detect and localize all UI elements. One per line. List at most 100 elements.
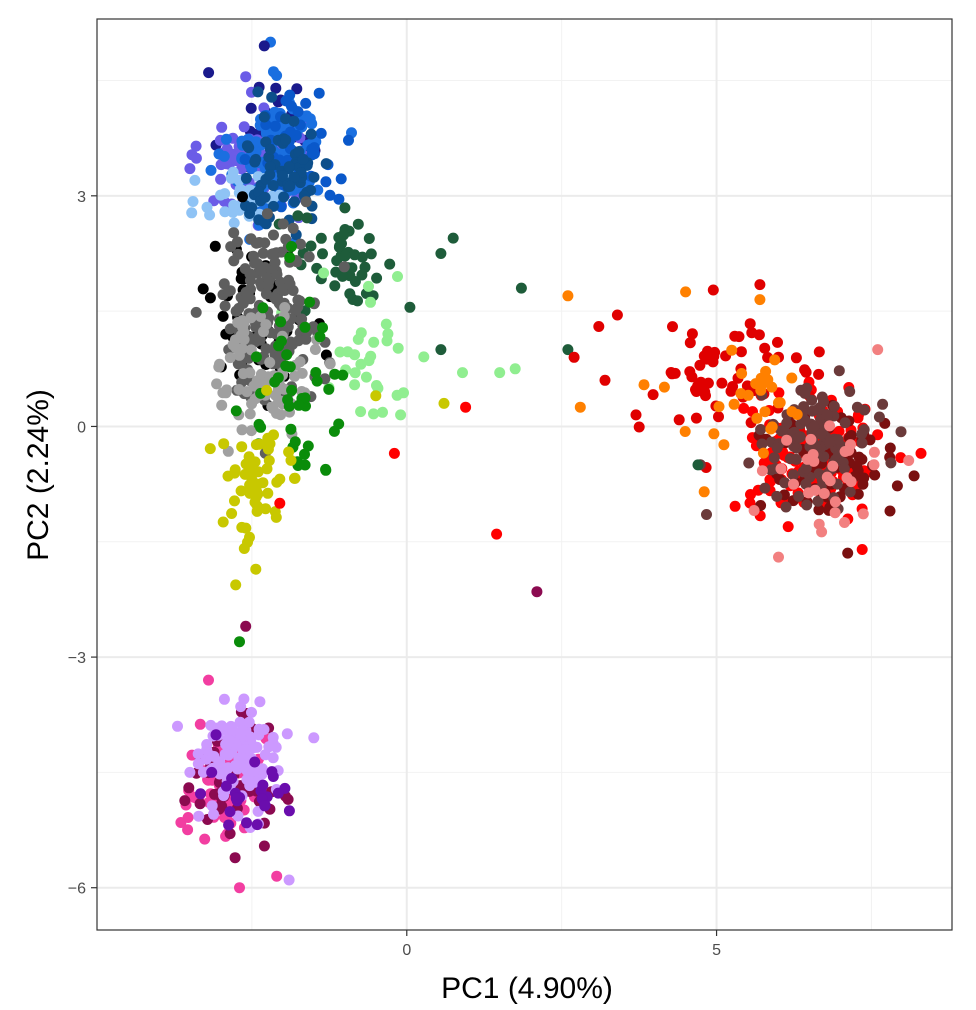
data-point — [283, 874, 295, 886]
axis-ticks: 0 5 −6 −3 0 3 — [68, 189, 721, 959]
data-point — [264, 357, 276, 368]
data-point — [395, 409, 407, 421]
data-point — [281, 349, 293, 361]
data-point — [216, 720, 228, 732]
data-point — [179, 795, 191, 807]
data-point — [757, 447, 769, 459]
data-point — [895, 426, 907, 438]
data-point — [404, 301, 416, 313]
data-point — [236, 521, 248, 533]
data-point — [182, 812, 194, 823]
data-point — [309, 344, 321, 355]
data-point — [435, 248, 447, 259]
data-point — [249, 756, 261, 768]
data-point — [772, 336, 783, 348]
data-point — [872, 344, 884, 356]
data-point — [192, 758, 204, 770]
data-point — [248, 380, 260, 392]
y-tick-label: −3 — [68, 650, 86, 667]
data-point — [295, 238, 306, 250]
data-point — [216, 121, 228, 133]
data-point — [228, 255, 240, 267]
data-point — [260, 288, 272, 300]
data-point — [304, 296, 316, 308]
data-point — [283, 446, 295, 458]
data-point — [884, 442, 896, 454]
data-point — [793, 490, 805, 502]
data-point — [232, 810, 244, 822]
data-point — [236, 343, 248, 355]
data-point — [844, 486, 856, 498]
data-point — [206, 800, 218, 812]
data-point — [289, 472, 301, 484]
data-point — [232, 358, 244, 370]
data-point — [217, 310, 229, 322]
data-point — [806, 405, 818, 417]
data-point — [760, 365, 772, 377]
data-point — [824, 437, 836, 449]
data-point — [233, 384, 245, 395]
data-point — [314, 331, 326, 343]
data-point — [363, 233, 375, 244]
data-point — [418, 351, 430, 363]
data-point — [359, 261, 371, 273]
data-point — [829, 496, 841, 508]
data-point — [267, 731, 279, 743]
data-point — [842, 547, 854, 559]
data-point — [392, 271, 403, 282]
data-point — [735, 346, 747, 358]
data-point — [365, 296, 376, 308]
data-point — [204, 443, 216, 455]
data-point — [218, 278, 230, 290]
data-point — [244, 408, 256, 420]
data-point — [212, 759, 224, 770]
data-point — [903, 455, 915, 466]
data-point — [799, 387, 811, 399]
data-point — [220, 133, 232, 145]
data-point — [824, 420, 836, 432]
data-point — [856, 437, 868, 449]
data-point — [277, 218, 289, 230]
data-point — [227, 206, 239, 218]
data-point — [273, 340, 285, 352]
data-point — [708, 428, 720, 440]
data-point — [800, 478, 812, 490]
data-point — [839, 417, 851, 429]
data-point — [805, 433, 817, 445]
data-point — [261, 208, 273, 220]
data-point — [562, 344, 574, 356]
data-point — [320, 158, 332, 170]
data-point — [344, 288, 356, 300]
data-point — [531, 586, 543, 598]
data-point — [311, 375, 323, 387]
data-point — [274, 276, 286, 288]
data-point — [833, 365, 845, 377]
data-point — [815, 428, 827, 440]
data-point — [438, 397, 450, 409]
data-point — [320, 176, 332, 188]
data-point — [210, 729, 222, 741]
data-point — [773, 397, 784, 409]
data-point — [218, 438, 230, 450]
data-point — [684, 337, 696, 349]
data-point — [226, 508, 238, 519]
data-point — [509, 363, 521, 375]
data-point — [790, 453, 802, 465]
data-point — [240, 286, 252, 298]
data-point — [236, 163, 248, 175]
data-point — [228, 227, 240, 239]
data-point — [297, 153, 309, 165]
data-point — [299, 321, 311, 333]
data-point — [260, 319, 272, 331]
data-point — [515, 282, 527, 294]
data-point — [250, 136, 262, 148]
data-point — [216, 399, 228, 411]
data-point — [286, 384, 298, 396]
data-point — [305, 128, 317, 140]
data-point — [877, 398, 889, 410]
data-point — [204, 292, 216, 304]
data-point — [268, 229, 279, 241]
data-point — [275, 316, 287, 328]
data-point — [285, 454, 297, 466]
data-point — [818, 488, 830, 499]
